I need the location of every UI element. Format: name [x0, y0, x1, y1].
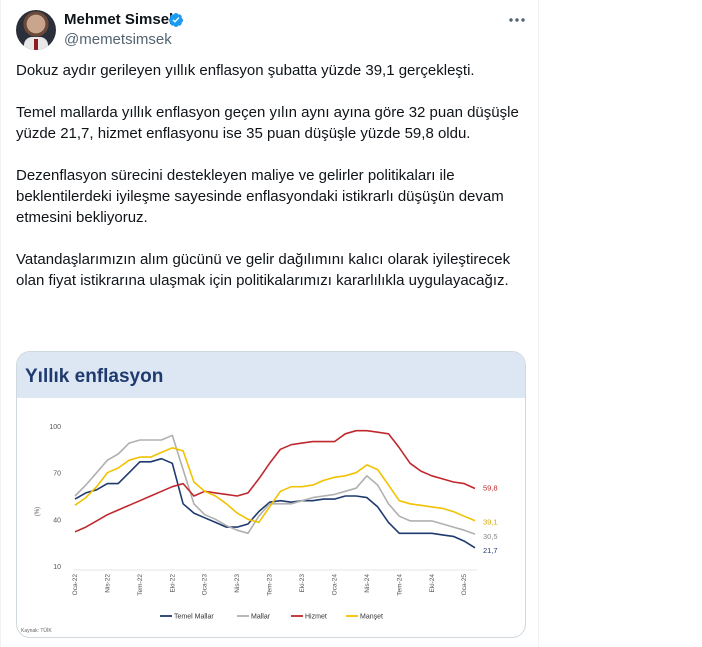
chart-source: Kaynak: TÜİK — [21, 628, 52, 634]
series-line-temel-mallar — [74, 457, 476, 549]
y-axis-label: (%) — [35, 507, 41, 516]
end-value-label: 21,7 — [483, 546, 498, 555]
x-tick-label: Tem-22 — [137, 574, 144, 596]
tweet-paragraph: Dokuz aydır gerileyen yıllık enflasyon ş… — [16, 62, 475, 79]
tweet-paragraph: Dezenflasyon sürecini destekleyen maliye… — [16, 167, 504, 226]
x-tick-label: Tem-24 — [396, 574, 403, 596]
end-value-label: 39,1 — [483, 518, 498, 527]
avatar[interactable] — [16, 10, 56, 50]
y-tick-label: 40 — [53, 517, 61, 524]
tweet-media-image[interactable]: Yıllık enflasyon 10 40 70 100 (%) Oca-22 Nis-2… — [16, 351, 526, 638]
avatar-tie — [34, 39, 38, 50]
legend-label: Mallar — [251, 614, 271, 621]
x-tick-label: Nis-23 — [234, 574, 241, 593]
more-dots-icon[interactable] — [506, 12, 528, 28]
x-tick-label: Oca-23 — [202, 574, 209, 596]
end-value-label: 30,5 — [483, 532, 498, 541]
y-tick-label: 70 — [53, 471, 61, 478]
tweet-text: Dokuz aydır gerileyen yıllık enflasyon ş… — [16, 60, 531, 312]
legend-label: Manşet — [360, 614, 383, 621]
x-tick-label: Nis-24 — [364, 574, 371, 593]
series-line-hizmet — [74, 429, 476, 533]
legend-label: Hizmet — [305, 614, 327, 621]
series-line-mallar — [74, 434, 476, 535]
tweet-paragraph: Temel mallarda yıllık enflasyon geçen yı… — [16, 104, 519, 142]
x-tick-label: Tem-23 — [267, 574, 274, 596]
x-tick-label: Eki-24 — [429, 574, 436, 593]
end-value-label: 59,8 — [483, 484, 498, 493]
x-tick-label: Oca-22 — [72, 574, 79, 596]
x-tick-label: Eki-23 — [299, 574, 306, 593]
media-header — [17, 352, 525, 398]
author-name[interactable]: Mehmet Simsek — [64, 11, 178, 28]
y-tick-label: 10 — [53, 564, 61, 571]
verified-badge-icon — [168, 13, 183, 27]
chart-title: Yıllık enflasyon — [25, 366, 164, 387]
x-tick-label: Nis-22 — [104, 574, 111, 593]
x-tick-label: Eki-22 — [169, 574, 176, 593]
author-handle[interactable]: @memetsimsek — [64, 31, 172, 48]
tweet-paragraph: Vatandaşlarımızın alım gücünü ve gelir d… — [16, 251, 511, 289]
inflation-line-chart: 10 40 70 100 (%) Oca-22 Nis-22 Tem-22 Eki-22 Oca-… — [35, 424, 498, 621]
timeline-left-border — [0, 0, 1, 647]
legend-label: Temel Mallar — [174, 614, 214, 621]
timeline-right-border — [538, 0, 539, 647]
x-tick-label: Oca-25 — [461, 574, 468, 596]
x-tick-label: Oca-24 — [331, 574, 338, 596]
y-tick-label: 100 — [49, 424, 61, 431]
series-line-manşet — [74, 447, 476, 524]
